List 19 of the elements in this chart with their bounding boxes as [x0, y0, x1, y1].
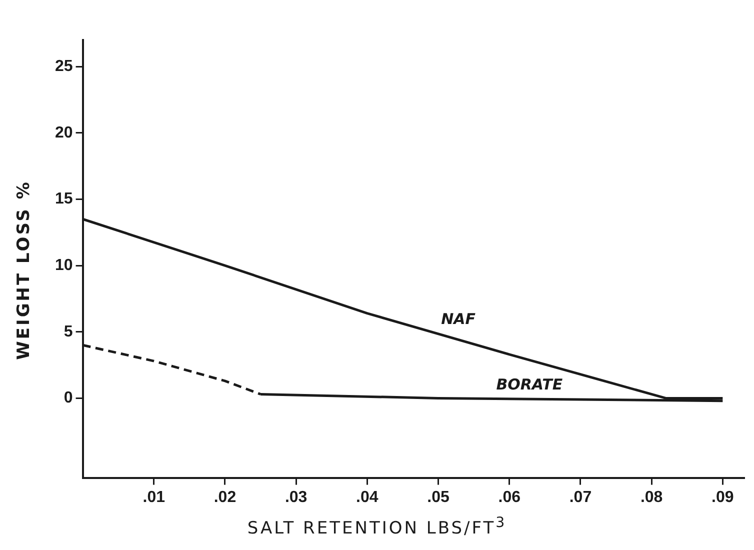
x-axis-title: SALT RETENTION LBS/FT$^{3}$ [246, 515, 508, 539]
x-tick-label: .05 [427, 488, 450, 506]
x-tick-label: .06 [498, 488, 521, 506]
series-label: NAF [441, 310, 476, 328]
x-tick-label: .02 [214, 488, 236, 506]
series-label: BORATE [496, 375, 564, 394]
y-axis-title: WEIGHT LOSS % [14, 180, 34, 360]
y-tick-label: 10 [55, 256, 73, 274]
y-tick-label: 5 [64, 323, 73, 340]
x-tick-label: .07 [569, 488, 592, 506]
y-tick-label: 25 [55, 58, 73, 75]
y-tick-label: 20 [55, 124, 73, 142]
y-tick-label: 15 [55, 190, 73, 208]
x-tick-label: .03 [284, 488, 308, 506]
y-tick-label: 0 [64, 390, 73, 407]
x-tick-label: .08 [640, 488, 663, 506]
x-tick-label: .09 [712, 488, 734, 506]
x-tick-label: .04 [356, 488, 378, 506]
x-tick-label: .01 [142, 488, 166, 506]
